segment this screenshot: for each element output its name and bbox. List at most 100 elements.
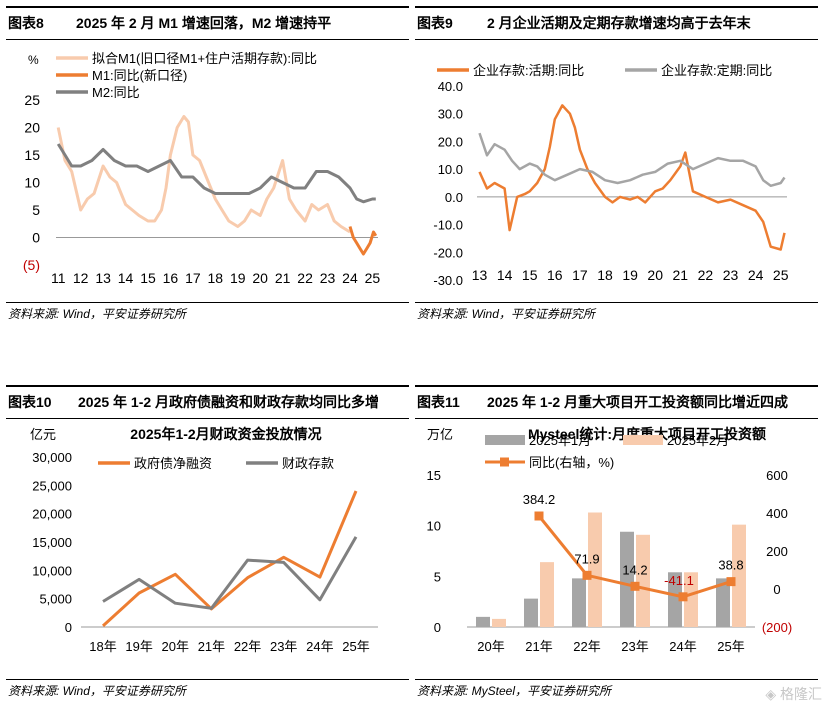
y-right-tick-label: (200) (762, 620, 792, 635)
chart-title: Mysteel统计:月度重大项目开工投资额 (528, 426, 766, 442)
x-tick-label: 23 (320, 270, 336, 286)
x-tick-label: 15 (140, 270, 156, 286)
series-line-1 (348, 226, 378, 256)
x-tick-label: 11 (51, 270, 66, 286)
legend-swatch (623, 435, 663, 445)
x-tick-label: 21年 (198, 639, 225, 654)
x-tick-label: 22 (297, 270, 313, 286)
legend-label: 财政存款 (282, 456, 334, 471)
y-tick-label: -20.0 (433, 245, 463, 260)
bar-0-5 (716, 578, 730, 627)
x-tick-label: 25 (365, 270, 381, 286)
bar-0-4 (668, 572, 682, 627)
x-tick-label: 21 (673, 267, 689, 283)
bar-0-2 (572, 578, 586, 627)
series-line-1 (102, 536, 358, 610)
legend-swatch (485, 435, 525, 445)
bar-1-5 (732, 524, 746, 627)
yoy-marker-1 (582, 570, 592, 580)
series-line-0 (478, 104, 786, 251)
y-tick-label: 10 (427, 519, 441, 534)
y-tick-label: 25,000 (32, 478, 72, 493)
y-unit-label: 亿元 (30, 427, 56, 442)
y-right-tick-label: 200 (766, 544, 788, 559)
bar-1-3 (636, 534, 650, 627)
bar-0-3 (620, 531, 634, 627)
legend-label: 企业存款:活期:同比 (473, 63, 584, 78)
x-tick-label: 13 (95, 270, 111, 286)
chart-m1-m2: % 25 20 15 10 5 0 (5) 11 12 13 14 15 16 17 18 19 20 21 22 23… (23, 51, 381, 286)
x-tick-label: 22年 (573, 639, 600, 654)
x-tick-label: 16 (163, 270, 179, 286)
figure-number: 图表11 (417, 394, 460, 410)
data-label: 384.2 (523, 492, 556, 507)
y-tick-label: 40.0 (438, 79, 463, 94)
x-tick-label: 16 (547, 267, 563, 283)
x-tick-label: 23年 (621, 639, 648, 654)
y-tick-label: 20,000 (32, 507, 72, 522)
chart-corporate-deposits: 40.0 30.0 20.0 10.0 0.0 -10.0 -20.0 -30.0 13 14 15… (433, 63, 788, 288)
x-tick-label: 13 (472, 267, 488, 283)
panel-title: 图表8 2025 年 2 月 M1 增速回落，M2 增速持平 (6, 6, 409, 40)
x-tick-label: 22年 (234, 639, 261, 654)
y-tick-label: 0 (32, 230, 40, 246)
x-tick-label: 21 (275, 270, 291, 286)
y-tick-label: -30.0 (433, 273, 463, 288)
data-label: 38.8 (718, 558, 743, 573)
legend-marker (500, 457, 509, 467)
x-tick-label: 14 (497, 267, 513, 283)
x-tick-label: 18 (208, 270, 224, 286)
y-tick-label: 0.0 (445, 190, 463, 205)
bar-1-0 (492, 618, 506, 627)
x-tick-label: 20 (252, 270, 268, 286)
legend-label: 拟合M1(旧口径M1+住户活期存款):同比 (92, 51, 317, 66)
y-tick-label: 25 (24, 92, 40, 108)
y-tick-label: 30.0 (438, 107, 463, 122)
yoy-marker-4 (726, 577, 736, 587)
y-tick-label: 0 (65, 620, 72, 635)
legend-label: M1:同比(新口径) (92, 68, 187, 83)
y-right-tick-label: 400 (766, 506, 788, 521)
x-tick-label: 20年 (477, 639, 504, 654)
chart-title: 2025年1-2月财政资金投放情况 (130, 426, 321, 442)
panel-title: 图表10 2025 年 1-2 月政府债融资和财政存款均同比多增 (6, 385, 409, 419)
watermark-logo: ◈ 格隆汇 (765, 686, 822, 702)
data-label: -41.1 (664, 573, 694, 588)
source-note: 资料来源: Wind，平安证券研究所 (6, 302, 409, 325)
x-tick-label: 22 (698, 267, 714, 283)
y-tick-label: 5 (32, 202, 40, 218)
x-tick-label: 19 (622, 267, 638, 283)
x-tick-label: 12 (73, 270, 89, 286)
chart-fiscal-funds: 亿元 2025年1-2月财政资金投放情况 30,000 25,000 20,000 15,… (30, 426, 378, 654)
yoy-marker-0 (534, 511, 544, 521)
y-unit-label: 万亿 (427, 427, 453, 442)
y-tick-label: 10.0 (438, 162, 463, 177)
y-tick-label: (5) (23, 257, 40, 273)
panel-title: 图表11 2025 年 1-2 月重大项目开工投资额同比增近四成 (415, 385, 818, 419)
figure-number: 图表8 (8, 15, 44, 31)
source-note: 资料来源: Wind，平安证券研究所 (6, 679, 409, 702)
y-tick-label: 5 (434, 569, 441, 584)
y-right-tick-label: 600 (766, 468, 788, 483)
x-tick-label: 21年 (525, 639, 552, 654)
legend-label: 政府债净融资 (134, 456, 212, 471)
data-label: 71.9 (574, 551, 599, 566)
x-tick-label: 25年 (717, 639, 744, 654)
x-tick-label: 17 (185, 270, 201, 286)
x-tick-label: 19 (230, 270, 246, 286)
y-right-tick-label: 0 (773, 582, 780, 597)
x-tick-label: 18年 (89, 639, 116, 654)
y-tick-label: 15,000 (32, 535, 72, 550)
figure-title: 2 月企业活期及定期存款增速均高于去年末 (487, 15, 751, 31)
y-tick-label: 20 (24, 120, 40, 136)
y-tick-label: 15 (24, 147, 40, 163)
legend-label: 同比(右轴，%) (529, 455, 614, 470)
y-tick-label: 10,000 (32, 563, 72, 578)
bar-1-4 (684, 572, 698, 627)
y-tick-label: 20.0 (438, 134, 463, 149)
panel-title: 图表9 2 月企业活期及定期存款增速均高于去年末 (415, 6, 818, 40)
y-tick-label: 15 (427, 468, 441, 483)
x-tick-label: 25年 (342, 639, 369, 654)
figure-number: 图表10 (8, 394, 52, 410)
series-line-0 (101, 490, 358, 628)
